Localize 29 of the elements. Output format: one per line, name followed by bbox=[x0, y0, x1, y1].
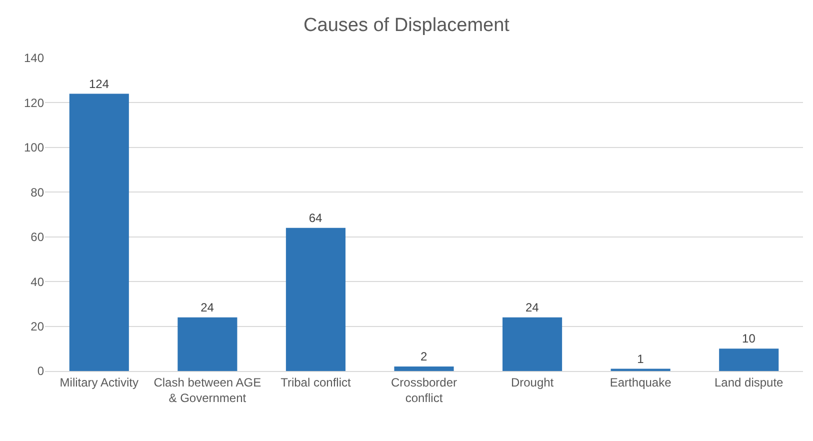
data-label: 124 bbox=[88, 76, 110, 91]
bar bbox=[178, 317, 238, 371]
data-label: 10 bbox=[742, 332, 756, 346]
data-label: 24 bbox=[200, 300, 214, 314]
y-tick-label: 60 bbox=[30, 230, 44, 244]
x-tick-label: Crossborder conflict bbox=[390, 375, 458, 405]
y-tick-label: 120 bbox=[24, 96, 44, 110]
y-tick-label: 100 bbox=[24, 140, 44, 155]
data-label: 1 bbox=[637, 352, 644, 366]
y-tick-label: 40 bbox=[30, 274, 44, 289]
bar bbox=[286, 228, 346, 371]
data-label: 24 bbox=[525, 300, 540, 314]
data-label: 2 bbox=[420, 350, 428, 364]
bar bbox=[502, 317, 562, 371]
x-tick-label: Clash between AGE & Government bbox=[154, 375, 262, 405]
chart-title: Causes of Displacement bbox=[304, 14, 510, 36]
y-tick-label: 20 bbox=[30, 319, 44, 334]
y-tick-label: 0 bbox=[37, 364, 44, 378]
bar bbox=[394, 366, 454, 371]
y-tick-label: 80 bbox=[30, 185, 44, 200]
x-tick-label: Drought bbox=[510, 375, 554, 390]
bar bbox=[69, 94, 129, 371]
y-tick-label: 140 bbox=[24, 51, 44, 66]
bar bbox=[719, 348, 779, 371]
x-tick-label: Earthquake bbox=[610, 375, 672, 390]
x-tick-label: Land dispute bbox=[714, 375, 784, 390]
x-tick-label: Military Activity bbox=[60, 375, 138, 390]
data-label: 64 bbox=[308, 210, 323, 225]
x-tick-label: Tribal conflict bbox=[280, 375, 352, 390]
